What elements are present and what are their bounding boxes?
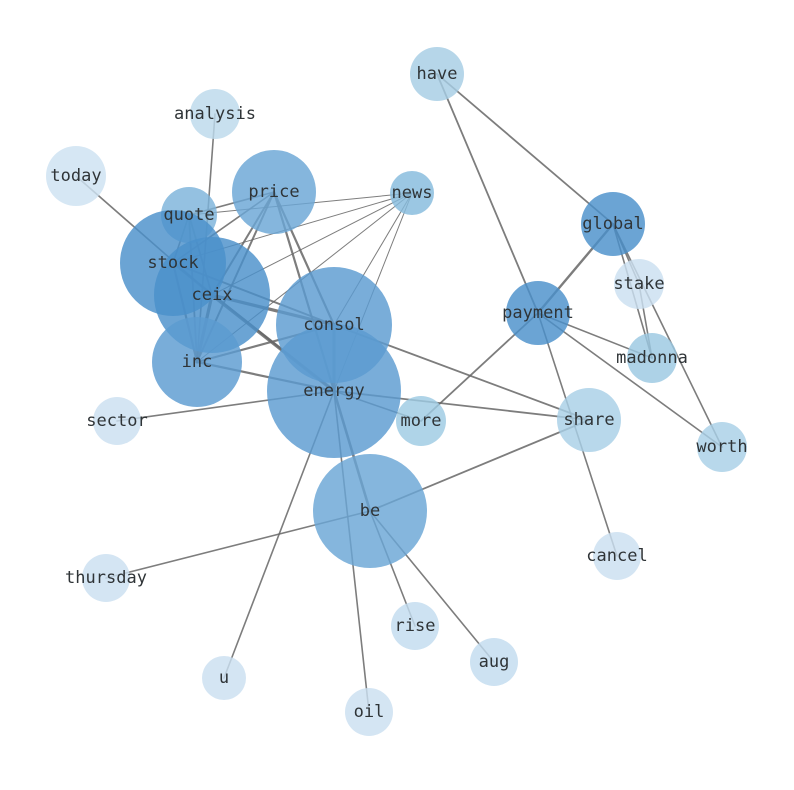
node-circle-oil[interactable] (345, 688, 393, 736)
graph-edge (612, 223, 723, 448)
graph-node-thursday[interactable] (82, 554, 130, 602)
graph-node-have[interactable] (410, 47, 464, 101)
node-circle-payment[interactable] (506, 281, 570, 345)
node-circle-price[interactable] (232, 150, 316, 234)
node-circle-worth[interactable] (697, 422, 747, 472)
graph-node-aug[interactable] (470, 638, 518, 686)
node-circle-sector[interactable] (93, 397, 141, 445)
node-circle-analysis[interactable] (190, 89, 240, 139)
graph-node-today[interactable] (46, 146, 106, 206)
node-circle-inc[interactable] (152, 317, 242, 407)
node-circle-be[interactable] (313, 454, 427, 568)
node-circle-cancel[interactable] (593, 532, 641, 580)
node-circle-aug[interactable] (470, 638, 518, 686)
node-circle-share[interactable] (557, 388, 621, 452)
node-circle-have[interactable] (410, 47, 464, 101)
node-circle-more[interactable] (396, 396, 446, 446)
node-circle-energy[interactable] (267, 324, 401, 458)
graph-node-energy[interactable] (267, 324, 401, 458)
node-circle-madonna[interactable] (627, 333, 677, 383)
graph-node-u[interactable] (202, 656, 246, 700)
graph-node-news[interactable] (390, 171, 434, 215)
node-circle-stake[interactable] (614, 259, 664, 309)
graph-node-cancel[interactable] (593, 532, 641, 580)
graph-node-oil[interactable] (345, 688, 393, 736)
graph-node-sector[interactable] (93, 397, 141, 445)
graph-node-analysis[interactable] (190, 89, 240, 139)
graph-node-madonna[interactable] (627, 333, 677, 383)
node-layer (46, 47, 747, 736)
graph-node-share[interactable] (557, 388, 621, 452)
graph-edge (436, 73, 614, 225)
graph-node-global[interactable] (581, 192, 645, 256)
graph-node-rise[interactable] (391, 602, 439, 650)
graph-node-price[interactable] (232, 150, 316, 234)
graph-node-worth[interactable] (697, 422, 747, 472)
graph-edge (436, 73, 539, 314)
node-circle-news[interactable] (390, 171, 434, 215)
graph-edge (537, 312, 723, 448)
graph-node-inc[interactable] (152, 317, 242, 407)
node-circle-today[interactable] (46, 146, 106, 206)
graph-node-be[interactable] (313, 454, 427, 568)
node-circle-rise[interactable] (391, 602, 439, 650)
node-circle-thursday[interactable] (82, 554, 130, 602)
node-circle-u[interactable] (202, 656, 246, 700)
graph-node-payment[interactable] (506, 281, 570, 345)
graph-node-more[interactable] (396, 396, 446, 446)
graph-node-stake[interactable] (614, 259, 664, 309)
node-circle-global[interactable] (581, 192, 645, 256)
